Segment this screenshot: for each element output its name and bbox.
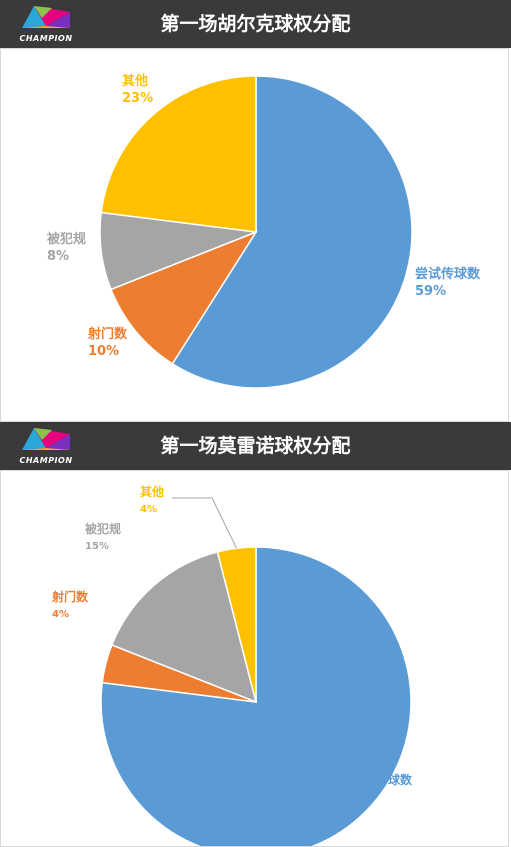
slice-label: 其他 bbox=[122, 73, 148, 89]
pie-slice bbox=[110, 550, 258, 704]
slice-percent-label: 8% bbox=[47, 249, 69, 264]
slice-percent-label: 10% bbox=[88, 344, 119, 359]
chart-title: 第一场莫雷诺球权分配 bbox=[160, 435, 351, 457]
pie-slice bbox=[109, 230, 258, 365]
slice-label: 被犯规 bbox=[85, 521, 121, 536]
panel-header: CHAMPION 第一场胡尔克球权分配 bbox=[0, 0, 511, 48]
logo-text: CHAMPION bbox=[19, 456, 73, 465]
panel-header: CHAMPION 第一场莫雷诺球权分配 bbox=[0, 422, 511, 470]
slice-percent-label: 23% bbox=[122, 91, 153, 106]
slice-label: 射门数 bbox=[87, 326, 128, 342]
champion-logo: CHAMPION bbox=[10, 424, 82, 468]
pie-chart-hulk: 尝试传球数 59% 射门数 10% 被犯规 8% 其他 23% bbox=[46, 73, 481, 389]
chart-panel-moreno: CHAMPION 第一场莫雷诺球权分配 尝试传球数 77% 射门数 4% 被犯规 15% 其… bbox=[0, 422, 511, 847]
pie-slice bbox=[100, 546, 412, 847]
slice-percent-label: 77% bbox=[352, 792, 376, 803]
slice-percent-label: 4% bbox=[140, 504, 157, 515]
slice-percent-label: 59% bbox=[415, 284, 446, 299]
slice-label: 尝试传球数 bbox=[352, 772, 413, 787]
pie-slice bbox=[171, 75, 413, 389]
slice-label: 射门数 bbox=[51, 589, 89, 604]
pie-slice bbox=[100, 75, 257, 233]
slice-label: 其他 bbox=[140, 484, 164, 499]
chart-panel-hulk: CHAMPION 第一场胡尔克球权分配 尝试传球数 59% 射门数 10% 被犯规 8% 其… bbox=[0, 0, 511, 422]
logo-mark-icon bbox=[22, 428, 70, 450]
pie-chart-moreno: 尝试传球数 77% 射门数 4% 被犯规 15% 其他 4% bbox=[51, 484, 413, 847]
logo-mark-icon bbox=[22, 6, 70, 28]
slice-label: 被犯规 bbox=[46, 231, 86, 247]
slice-percent-label: 4% bbox=[52, 609, 69, 620]
slice-percent-label: 15% bbox=[85, 541, 109, 552]
logo-text: CHAMPION bbox=[19, 34, 73, 43]
leader-line bbox=[172, 497, 238, 549]
slice-label: 尝试传球数 bbox=[415, 266, 481, 282]
chart-title: 第一场胡尔克球权分配 bbox=[160, 13, 351, 35]
champion-logo: CHAMPION bbox=[10, 2, 82, 46]
